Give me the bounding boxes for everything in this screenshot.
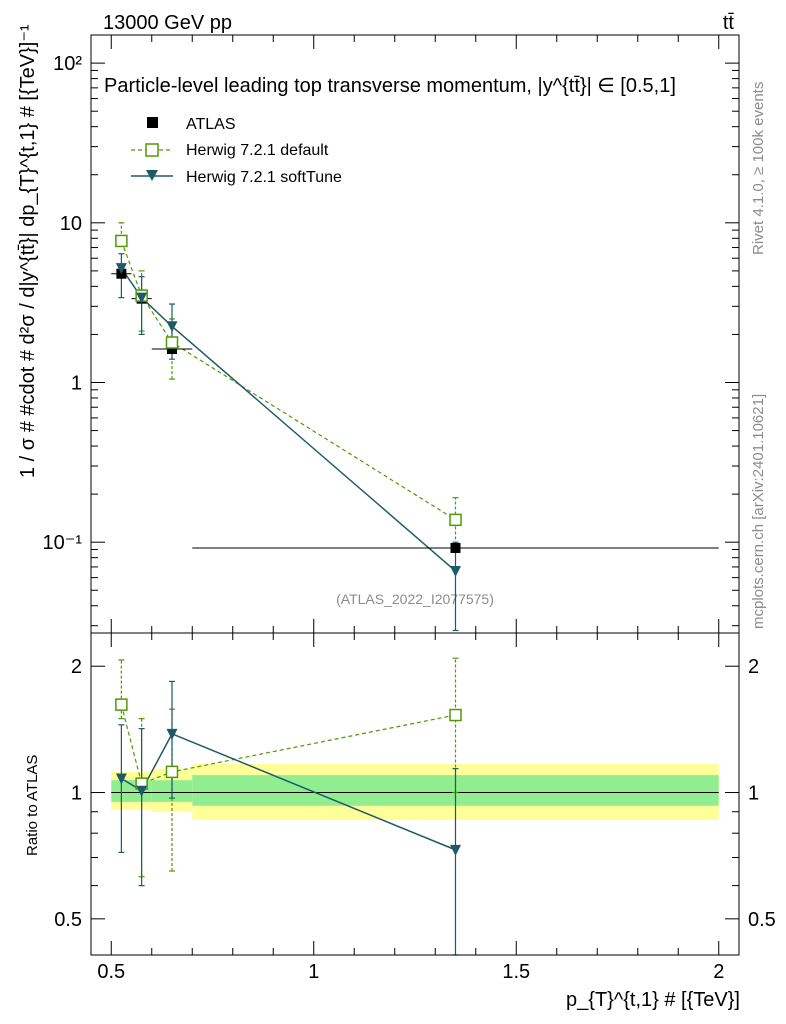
ratio-y-tick-label: 1 bbox=[71, 783, 82, 805]
main-axes: 10⁻¹ 1 10 10² bbox=[43, 35, 739, 633]
ratio-series bbox=[115, 657, 462, 956]
x-tick-label: 1 bbox=[308, 961, 319, 983]
ratio-panel: Ratio to ATLAS p_{T}^{t,1} # [{TeV}] 0.5… bbox=[24, 632, 776, 1011]
x-tick-label: 0.5 bbox=[97, 961, 125, 983]
legend-label-default: Herwig 7.2.1 default bbox=[186, 142, 329, 159]
ratio-softtune-point bbox=[136, 785, 148, 797]
ratio-y-tick-label: 0.5 bbox=[54, 909, 82, 931]
energy-label: 13000 GeV pp bbox=[103, 12, 232, 34]
ratio-default-point bbox=[115, 698, 128, 711]
ratio-axes: 0.5 0.5 1 1 2 2 0.5 1 1.5 2 bbox=[54, 633, 776, 983]
legend-marker-atlas bbox=[147, 117, 158, 128]
ratio-default-point bbox=[165, 765, 179, 779]
ratio-line-softtune bbox=[120, 732, 456, 851]
default-point bbox=[165, 336, 179, 349]
mcplots-label: mcplots.cern.ch [arXiv:2401.10621] bbox=[750, 394, 767, 629]
main-title: Particle-level leading top transverse mo… bbox=[104, 75, 676, 97]
main-y-tick-label: 10² bbox=[53, 53, 82, 75]
main-y-tick-label: 10 bbox=[60, 213, 82, 235]
main-series bbox=[111, 222, 719, 632]
ratio-frame bbox=[90, 632, 740, 956]
rivet-label: Rivet 4.1.0, ≥ 100k events bbox=[750, 82, 767, 255]
atlas-point bbox=[167, 344, 177, 355]
ratio-default-point bbox=[449, 708, 462, 722]
softtune-point bbox=[166, 321, 178, 333]
x-axis-label: p_{T}^{t,1} # [{TeV}] bbox=[566, 989, 740, 1011]
legend-label-softtune: Herwig 7.2.1 softTune bbox=[186, 169, 342, 186]
ratio-softtune-point bbox=[115, 773, 127, 785]
x-tick-label: 2 bbox=[713, 961, 724, 983]
main-y-tick-label: 1 bbox=[71, 373, 82, 395]
default-point bbox=[115, 234, 128, 248]
softtune-point bbox=[136, 292, 148, 304]
softtune-point bbox=[450, 566, 461, 578]
atlas-point bbox=[450, 542, 461, 553]
main-y-axis-label: 1 / σ # #cdot # d²σ / d|y^{tt̄}| dp_{T}^… bbox=[17, 24, 39, 478]
legend-marker-softtune bbox=[146, 170, 158, 181]
ratio-y-tick-label-right: 2 bbox=[748, 656, 759, 678]
ratio-softtune-point bbox=[166, 728, 178, 740]
default-point bbox=[449, 513, 462, 527]
main-line-default bbox=[120, 240, 456, 521]
ratio-y-tick-label: 2 bbox=[71, 656, 82, 678]
main-panel: Particle-level leading top transverse mo… bbox=[17, 24, 740, 634]
analysis-id: (ATLAS_2022_I2077575) bbox=[336, 591, 494, 607]
softtune-point bbox=[115, 263, 127, 275]
ratio-y-axis-label: Ratio to ATLAS bbox=[24, 755, 41, 856]
process-label: tt̄ bbox=[723, 12, 735, 34]
ratio-bands bbox=[111, 763, 719, 821]
x-tick-label: 1.5 bbox=[502, 961, 530, 983]
legend: ATLAS Herwig 7.2.1 default Herwig 7.2.1 … bbox=[131, 116, 342, 186]
legend-marker-default bbox=[145, 143, 159, 157]
legend-label-atlas: ATLAS bbox=[186, 116, 236, 133]
ratio-softtune-point bbox=[450, 844, 461, 856]
main-y-tick-label: 10⁻¹ bbox=[43, 532, 83, 554]
ratio-y-tick-label-right: 0.5 bbox=[748, 909, 776, 931]
ratio-y-tick-label-right: 1 bbox=[748, 783, 759, 805]
main-line-softtune bbox=[120, 267, 456, 572]
